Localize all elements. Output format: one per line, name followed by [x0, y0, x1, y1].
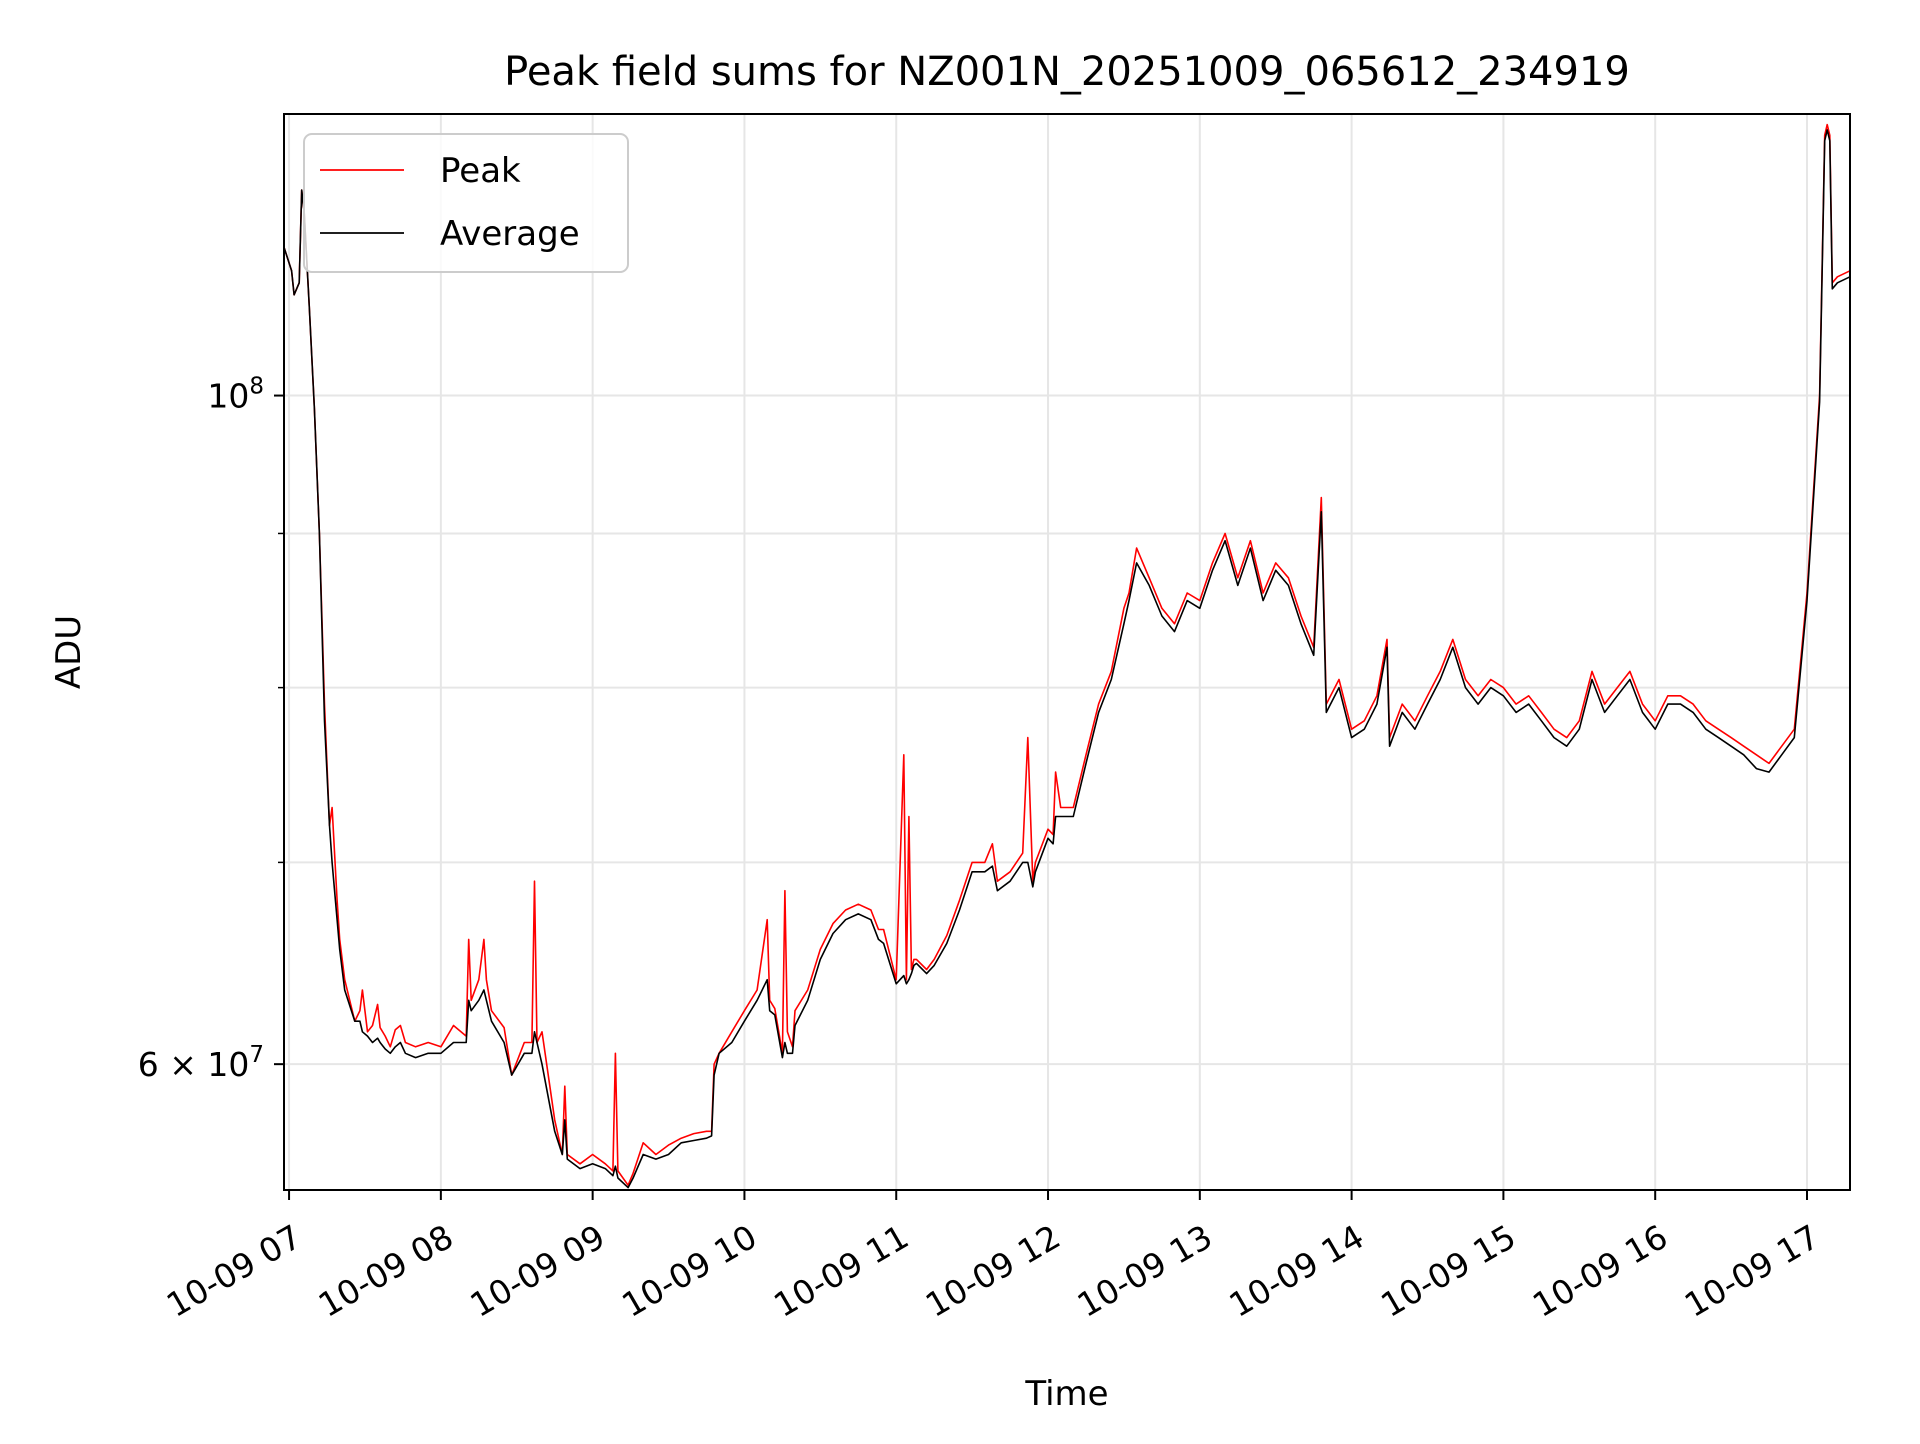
- series-line-peak: [284, 123, 1850, 1186]
- grid: [284, 114, 1850, 1190]
- y-tick-label: 108: [207, 374, 264, 416]
- y-axis: 6 × 107 108: [138, 374, 284, 1084]
- chart-title: Peak field sums for NZ001N_20251009_0656…: [504, 49, 1630, 95]
- y-axis-label: ADU: [49, 615, 89, 689]
- series-layer: [284, 123, 1850, 1189]
- x-axis-label: Time: [1024, 1374, 1108, 1414]
- legend-label-peak: Peak: [440, 151, 521, 191]
- y-tick-label: 6 × 107: [138, 1042, 264, 1084]
- legend-box: [303, 133, 629, 273]
- plot-frame: [283, 113, 1851, 1191]
- legend-label-average: Average: [440, 214, 580, 254]
- series-line-average: [284, 129, 1850, 1189]
- legend: Peak Average: [303, 133, 629, 273]
